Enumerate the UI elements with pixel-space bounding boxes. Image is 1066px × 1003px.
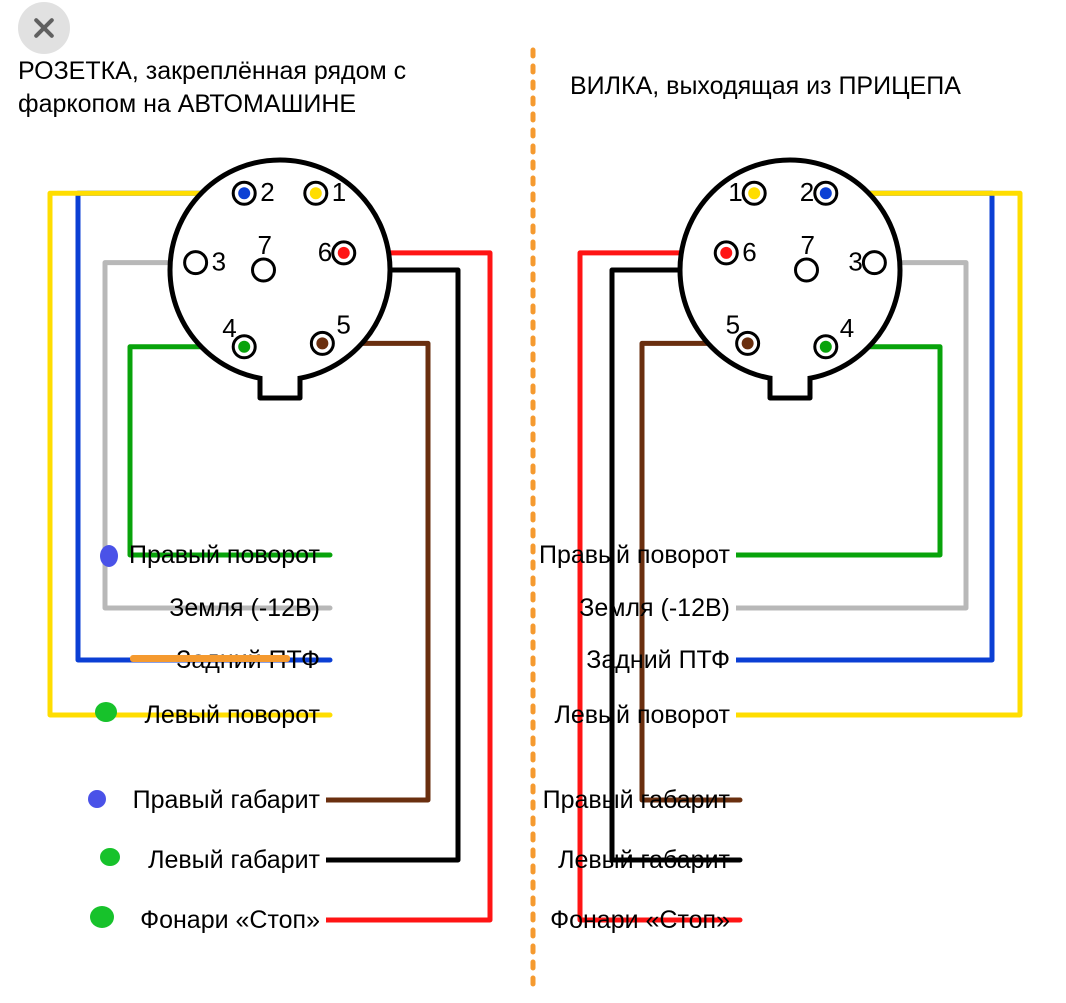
label-left-ground: Земля (-12В) xyxy=(169,594,320,622)
label-left-stop: Фонари «Стоп» xyxy=(140,906,320,934)
annotation-dot-2 xyxy=(88,790,106,808)
svg-text:1: 1 xyxy=(728,177,742,207)
svg-text:1: 1 xyxy=(332,177,346,207)
connector-right: 1 2 3 4 5 6 7 xyxy=(680,160,900,398)
annotation-dot-4 xyxy=(90,906,114,928)
label-right-rear_fog: Задний ПТФ xyxy=(586,646,730,674)
annotation-dot-1 xyxy=(95,702,117,722)
label-right-stop: Фонари «Стоп» xyxy=(550,906,730,934)
wire-right-pin5 xyxy=(642,343,748,800)
svg-text:2: 2 xyxy=(800,177,814,207)
wire-left-pin5 xyxy=(322,343,428,800)
label-right-right_turn: Правый поворот xyxy=(539,541,731,569)
label-right-right_side: Правый габарит xyxy=(543,786,731,814)
wiring-diagram: Правый поворот Земля (-12В) Задний ПТФ Левы… xyxy=(0,0,1066,1003)
svg-text:6: 6 xyxy=(742,237,756,267)
svg-text:7: 7 xyxy=(801,230,815,260)
svg-text:6: 6 xyxy=(318,237,332,267)
svg-text:4: 4 xyxy=(840,313,854,343)
label-left-right_side: Правый габарит xyxy=(133,786,321,814)
svg-text:3: 3 xyxy=(848,247,862,277)
label-right-ground: Земля (-12В) xyxy=(579,594,730,622)
label-left-left_side: Левый габарит xyxy=(148,846,320,874)
label-left-right_turn: Правый поворот xyxy=(129,541,321,569)
label-right-left_turn: Левый поворот xyxy=(554,701,730,729)
connector-left: 1 2 3 4 5 6 7 xyxy=(170,160,390,398)
labels-left: Правый поворотЗемля (-12В)Задний ПТФЛевы… xyxy=(129,541,321,934)
annotation-dot-0 xyxy=(100,545,118,567)
svg-text:4: 4 xyxy=(222,313,236,343)
annotation-dot-3 xyxy=(100,848,120,866)
svg-text:5: 5 xyxy=(726,309,740,339)
annotation-strike xyxy=(130,655,290,662)
label-right-left_side: Левый габарит xyxy=(558,846,730,874)
svg-text:3: 3 xyxy=(212,247,226,277)
svg-text:2: 2 xyxy=(260,177,274,207)
svg-text:5: 5 xyxy=(336,309,350,339)
svg-text:7: 7 xyxy=(258,230,272,260)
label-left-left_turn: Левый поворот xyxy=(144,701,320,729)
labels-right: Правый поворот Земля (-12В) Задний ПТФ Левы… xyxy=(539,541,731,934)
